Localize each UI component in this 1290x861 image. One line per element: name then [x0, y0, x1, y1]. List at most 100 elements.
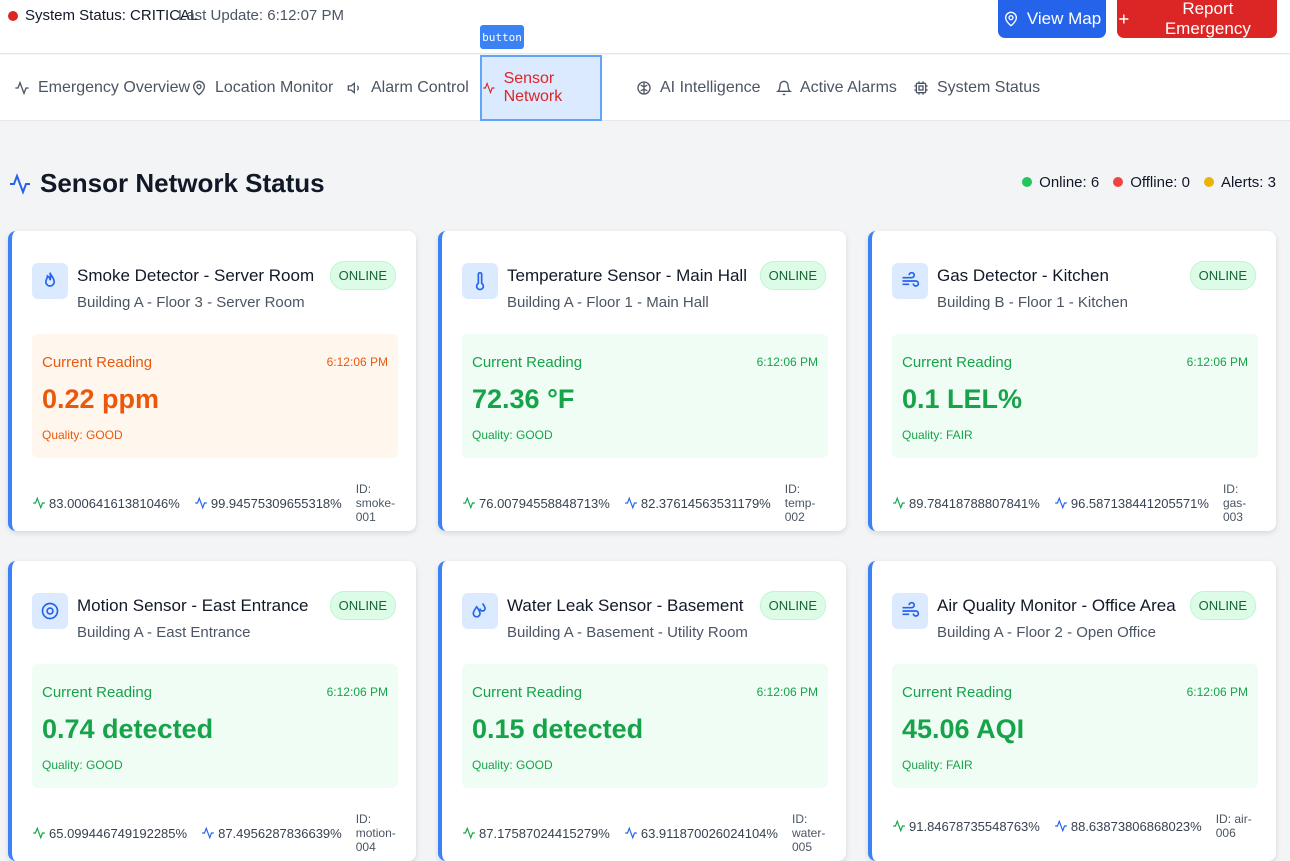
top-status-bar: System Status: CRITICAL Last Update: 6:1… [0, 0, 1290, 54]
sensor-location: Building A - Floor 1 - Main Hall [507, 294, 709, 311]
page-title: Sensor Network Status [8, 168, 325, 199]
activity-icon [202, 826, 214, 840]
sensor-card[interactable]: Motion Sensor - East Entrance Building A… [8, 561, 416, 861]
status-badge: ONLINE [329, 591, 396, 620]
metric-2: 63.911870026024104% [624, 826, 778, 841]
metric-1-value: 87.17587024415279% [479, 825, 610, 841]
metric-2: 96.587138441205571% [1054, 496, 1209, 511]
metric-2-value: 63.911870026024104% [640, 825, 778, 841]
sensor-name: Motion Sensor - East Entrance [77, 596, 309, 615]
brain-icon [637, 81, 651, 95]
tab-active-alarms[interactable]: Active Alarms [776, 55, 897, 121]
tab-label: Location Monitor [215, 79, 334, 96]
tab-alarm-control[interactable]: Alarm Control [347, 55, 469, 121]
tab-sensor-network[interactable]: Sensor Network [480, 55, 602, 121]
reading-quality: Quality: GOOD [472, 758, 553, 772]
reading-value: 72.36 °F [472, 384, 575, 414]
element-tooltip: button [480, 25, 524, 49]
sensor-count-legend: Online: 6 Offline: 0 Alerts: 3 [1022, 174, 1276, 191]
report-emergency-label: Report Emergency [1164, 0, 1251, 38]
sensor-metrics: 65.099446749192285% 87.4956287836639% ID… [32, 812, 398, 854]
sensor-id: ID: temp-002 [784, 482, 816, 524]
reading-label: Current Reading [42, 684, 153, 701]
tab-emergency-overview[interactable]: Emergency Overview [14, 55, 190, 121]
metric-2: 88.63873806868023% [1054, 819, 1202, 834]
thermometer-icon [475, 271, 485, 291]
reading-time: 6:12:06 PM [1186, 355, 1248, 369]
activity-icon [33, 496, 45, 510]
sensor-icon-box [892, 593, 928, 629]
metric-1: 87.17587024415279% [462, 826, 610, 841]
sensor-id: ID: gas-003 [1222, 482, 1247, 524]
view-map-button[interactable]: View Map [998, 0, 1106, 38]
status-badge: ONLINE [759, 261, 826, 290]
tab-ai-intelligence[interactable]: AI Intelligence [636, 55, 761, 121]
metric-2: 82.37614563531179% [624, 496, 771, 511]
reading-quality: Quality: GOOD [42, 758, 123, 772]
reading-time: 6:12:06 PM [326, 685, 388, 699]
activity-icon [463, 826, 475, 840]
metric-2-value: 87.4956287836639% [218, 825, 342, 841]
status-badge: ONLINE [759, 591, 826, 620]
alerts-count: Alerts: 3 [1203, 174, 1276, 191]
droplets-icon [472, 602, 486, 618]
sensor-name: Smoke Detector - Server Room [77, 266, 315, 285]
last-update-text: Last Update: 6:12:07 PM [178, 7, 344, 24]
reading-label: Current Reading [42, 354, 153, 371]
bell-icon [776, 80, 792, 96]
sensor-icon-box [32, 593, 68, 629]
sensor-id: ID: water-005 [791, 812, 826, 854]
wind-icon [902, 601, 920, 617]
sensor-metrics: 89.78418788807841% 96.587138441205571% I… [892, 482, 1258, 524]
reading-time: 6:12:06 PM [756, 685, 818, 699]
sensor-card[interactable]: Smoke Detector - Server Room Building A … [8, 231, 416, 531]
sensor-card[interactable]: Temperature Sensor - Main Hall Building … [438, 231, 846, 531]
sensor-location: Building A - Basement - Utility Room [507, 624, 748, 641]
report-emergency-button[interactable]: Report Emergency [1117, 0, 1277, 38]
sensor-location: Building B - Floor 1 - Kitchen [937, 294, 1128, 311]
flame-icon [44, 272, 56, 287]
sensor-card[interactable]: Water Leak Sensor - Basement Building A … [438, 561, 846, 861]
system-status-label: System Status: CRITICAL [25, 7, 199, 24]
sensor-location: Building A - Floor 3 - Server Room [77, 294, 305, 311]
tab-location-monitor[interactable]: Location Monitor [191, 55, 333, 121]
tab-label: Active Alarms [800, 79, 897, 96]
reading-quality: Quality: FAIR [902, 758, 973, 772]
current-reading-panel: Current Reading 6:12:06 PM 0.74 detected… [32, 664, 398, 788]
plus-icon [1119, 14, 1129, 24]
sensor-name: Water Leak Sensor - Basement [507, 596, 744, 615]
cpu-icon [914, 81, 928, 95]
tab-label: System Status [937, 79, 1041, 96]
map-pin-icon [1004, 11, 1017, 27]
map-pin-icon [192, 80, 206, 96]
tab-label: AI Intelligence [660, 79, 761, 96]
alerts-dot [1203, 177, 1214, 187]
activity-icon [1055, 496, 1067, 510]
reading-value: 0.1 LEL% [902, 384, 1023, 414]
sensor-location: Building A - Floor 2 - Open Office [937, 624, 1157, 641]
sensor-name: Temperature Sensor - Main Hall [507, 266, 747, 285]
sensor-card[interactable]: Gas Detector - Kitchen Building B - Floo… [868, 231, 1276, 531]
activity-icon [1055, 819, 1067, 833]
sensor-name: Gas Detector - Kitchen [937, 266, 1109, 285]
offline-dot [1113, 177, 1124, 187]
metric-2-value: 99.94575309655318% [210, 495, 342, 511]
sensor-metrics: 83.00064161381046% 99.94575309655318% ID… [32, 482, 398, 524]
offline-count: Offline: 0 [1113, 174, 1190, 191]
current-reading-panel: Current Reading 6:12:06 PM 45.06 AQI Qua… [892, 664, 1258, 788]
metric-1-value: 91.84678735548763% [909, 818, 1040, 834]
reading-time: 6:12:06 PM [756, 355, 818, 369]
activity-icon [33, 826, 45, 840]
metric-1-value: 76.00794558848713% [479, 495, 610, 511]
sensor-id: ID: motion-004 [355, 812, 396, 854]
offline-count-text: Offline: 0 [1130, 174, 1190, 191]
reading-time: 6:12:06 PM [326, 355, 388, 369]
status-badge: ONLINE [1189, 591, 1256, 620]
sensor-card[interactable]: Air Quality Monitor - Office Area Buildi… [868, 561, 1276, 861]
current-reading-panel: Current Reading 6:12:06 PM 72.36 °F Qual… [462, 334, 828, 458]
sensor-metrics: 87.17587024415279% 63.911870026024104% I… [462, 812, 828, 854]
activity-icon [195, 496, 207, 510]
metric-1-value: 65.099446749192285% [49, 825, 188, 841]
activity-icon [15, 80, 29, 96]
tab-system-status[interactable]: System Status [913, 55, 1040, 121]
